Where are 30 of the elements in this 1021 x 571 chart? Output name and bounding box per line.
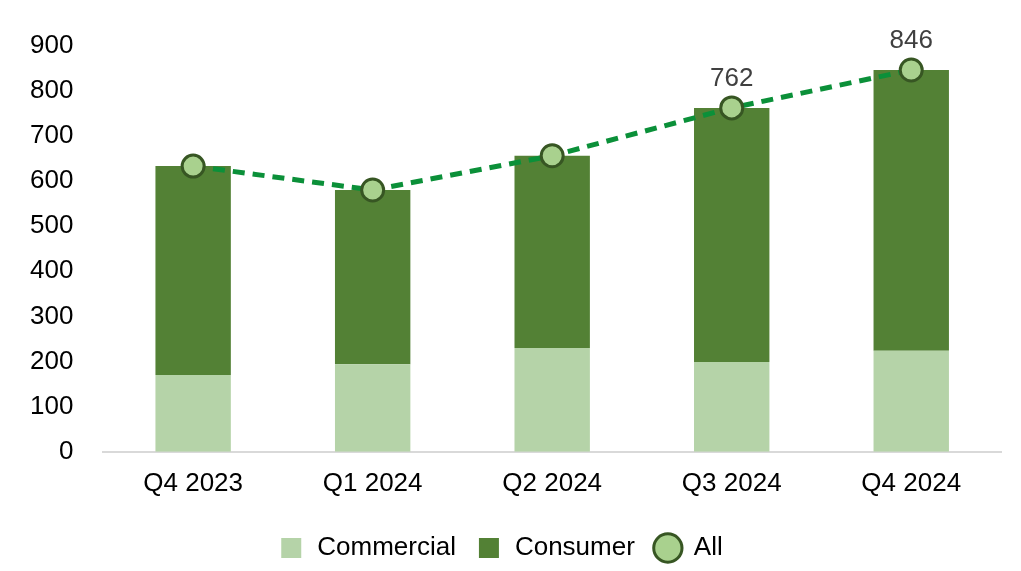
legend-label: All <box>693 531 723 562</box>
legend-label: Consumer <box>514 531 636 562</box>
y-tick-label: 100 <box>29 389 74 420</box>
x-tick-label: Q4 2024 <box>861 466 962 497</box>
y-tick-label: 700 <box>29 119 74 150</box>
bar <box>873 69 949 351</box>
legend-label: Commercial <box>317 531 456 562</box>
bar <box>694 361 770 452</box>
bar <box>155 166 231 376</box>
y-tick-label: 400 <box>29 254 74 285</box>
data-label: 762 <box>710 62 754 93</box>
x-tick-label: Q1 2024 <box>322 466 423 497</box>
data-label: 846 <box>889 24 933 55</box>
y-tick-label: 300 <box>29 299 74 330</box>
bar <box>873 350 949 452</box>
y-tick-label: 900 <box>29 28 74 59</box>
y-tick-label: 200 <box>29 344 74 375</box>
x-tick-label: Q4 2023 <box>143 466 244 497</box>
bar <box>694 107 770 362</box>
y-tick-label: 600 <box>29 164 74 195</box>
bar <box>514 347 590 452</box>
y-tick-label: 0 <box>58 434 74 465</box>
y-tick-label: 500 <box>29 209 74 240</box>
x-tick-label: Q3 2024 <box>681 466 782 497</box>
bar <box>334 364 411 452</box>
bar <box>155 375 231 452</box>
bar <box>334 190 411 365</box>
y-tick-label: 800 <box>29 73 74 104</box>
bar <box>514 155 590 348</box>
x-tick-label: Q2 2024 <box>502 466 603 497</box>
